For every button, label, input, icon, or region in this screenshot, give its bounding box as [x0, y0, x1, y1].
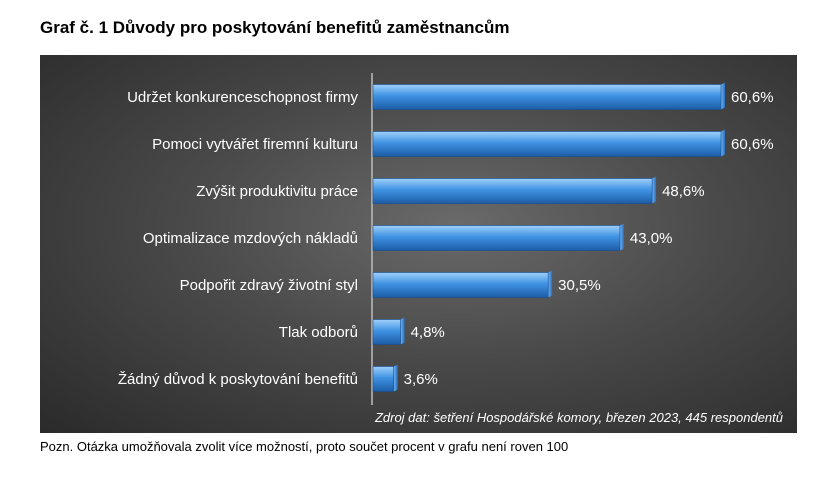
bar-depth	[652, 176, 657, 204]
bar	[372, 223, 624, 251]
bar	[372, 176, 657, 204]
bar	[372, 129, 725, 157]
chart-note: Pozn. Otázka umožňovala zvolit více možn…	[40, 439, 569, 454]
value-label: 60,6%	[731, 89, 774, 106]
bar-rect	[372, 272, 549, 298]
category-label: Žádný důvod k poskytování benefitů	[118, 371, 358, 388]
bar-rect	[372, 225, 621, 251]
bar	[372, 317, 405, 345]
value-label: 4,8%	[411, 324, 445, 341]
category-label: Optimalizace mzdových nákladů	[143, 230, 358, 247]
chart-title: Graf č. 1 Důvody pro poskytování benefit…	[40, 18, 510, 37]
bar-depth	[619, 223, 624, 251]
bar	[372, 270, 553, 298]
value-label: 3,6%	[404, 371, 438, 388]
bar-depth	[548, 270, 553, 298]
value-label: 43,0%	[630, 230, 673, 247]
bar-depth	[721, 129, 725, 157]
bar-rect	[372, 366, 394, 392]
bar-depth	[393, 364, 398, 392]
chart-panel: Udržet konkurenceschopnost firmy 60,6% Pom…	[40, 55, 797, 433]
bar-chart: Udržet konkurenceschopnost firmy 60,6% Pom…	[118, 73, 774, 405]
bar-depth	[721, 82, 725, 110]
value-label: 30,5%	[558, 277, 601, 294]
category-label: Udržet konkurenceschopnost firmy	[127, 89, 358, 106]
bar-depth	[400, 317, 405, 345]
value-label: 48,6%	[662, 183, 705, 200]
category-label: Zvýšit produktivitu práce	[196, 183, 358, 200]
category-label: Tlak odborů	[279, 324, 358, 341]
bar-rect	[372, 178, 653, 204]
chart-source: Zdroj dat: šetření Hospodářské komory, b…	[374, 410, 783, 425]
bar	[372, 364, 398, 392]
category-label: Pomoci vytvářet firemní kulturu	[152, 136, 358, 153]
bar-rect	[372, 84, 722, 110]
bar-rect	[372, 319, 401, 345]
category-label: Podpořit zdravý životní styl	[180, 277, 358, 294]
bar	[372, 82, 725, 110]
bar-rect	[372, 131, 722, 157]
value-label: 60,6%	[731, 136, 774, 153]
